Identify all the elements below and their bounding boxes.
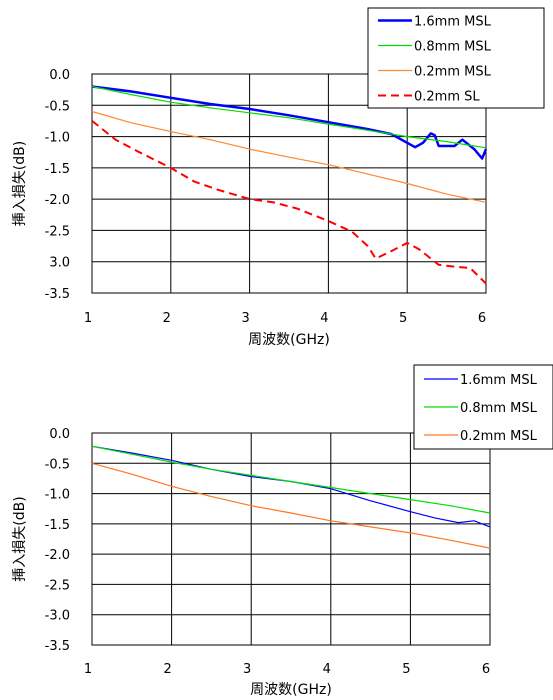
y-axis-label: 挿入損失(dB) xyxy=(12,141,28,226)
y-tick-label: -1.5 xyxy=(45,518,70,533)
y-tick-label: -2.5 xyxy=(45,224,70,239)
y-tick-label: -1.0 xyxy=(45,131,70,146)
legend-box xyxy=(367,7,545,109)
legend-label: 0.2mm SL xyxy=(414,90,480,105)
chart-1: 0.0 -0.5 -1.0 -1.5 -2.0 -2.5 3.0 -3.5 1 2 3 4 5 6 周波数(… xyxy=(12,7,545,348)
plot-border xyxy=(91,73,487,294)
legend-label: 0.8mm MSL xyxy=(460,401,538,416)
x-tick-label: 5 xyxy=(399,311,407,326)
legend-label: 1.6mm MSL xyxy=(460,373,538,388)
legend-label: 1.6mm MSL xyxy=(414,15,492,30)
x-tick-label: 3 xyxy=(243,662,251,677)
x-axis-label: 周波数(GHz) xyxy=(248,332,330,348)
x-tick-label: 4 xyxy=(320,311,328,326)
plot-border xyxy=(91,432,491,646)
y-tick-label: -2.0 xyxy=(45,193,70,208)
y-tick-label: -3.5 xyxy=(45,287,70,302)
y-tick-label: -3.0 xyxy=(45,609,70,624)
x-tick-label: 1 xyxy=(84,662,92,677)
y-tick-label: -3.5 xyxy=(45,639,70,654)
series-line-1 xyxy=(91,445,491,528)
series-line-3 xyxy=(91,110,487,203)
legend-label: 0.2mm MSL xyxy=(460,429,538,444)
x-tick-label: 2 xyxy=(163,311,171,326)
series-line-4 xyxy=(91,120,487,285)
y-tick-label: 3.0 xyxy=(49,256,70,271)
y-axis-label: 挿入損失(dB) xyxy=(12,496,28,581)
y-tick-label: 0.0 xyxy=(49,427,70,442)
series-line-2 xyxy=(91,85,487,149)
y-tick-label: -1.0 xyxy=(45,488,70,503)
y-tick-label: -2.0 xyxy=(45,548,70,563)
y-tick-label: -1.5 xyxy=(45,162,70,177)
y-tick-label: 0.0 xyxy=(49,68,70,83)
legend-label: 0.2mm MSL xyxy=(414,65,492,80)
x-axis-label: 周波数(GHz) xyxy=(250,682,332,698)
x-tick-label: 4 xyxy=(323,662,331,677)
x-tick-label: 6 xyxy=(478,311,486,326)
y-tick-label: -0.5 xyxy=(45,99,70,114)
chart-2: 0.0 -0.5 -1.0 -1.5 -2.0 -2.5 -3.0 -3.5 1 2 3 4 5 6 周波数… xyxy=(12,364,553,698)
series-line-2 xyxy=(91,445,491,514)
plot-area xyxy=(92,74,486,293)
series-line-1 xyxy=(91,85,488,160)
x-tick-label: 6 xyxy=(482,662,490,677)
legend: 1.6mm MSL 0.8mm MSL 0.2mm MSL 0.2mm SL xyxy=(367,7,545,109)
plot-area xyxy=(92,433,490,645)
series-line-3 xyxy=(91,462,491,549)
y-tick-label: -2.5 xyxy=(45,578,70,593)
y-tick-label: -0.5 xyxy=(45,457,70,472)
legend: 1.6mm MSL 0.8mm MSL 0.2mm MSL xyxy=(413,364,553,450)
x-tick-label: 1 xyxy=(84,311,92,326)
x-tick-label: 3 xyxy=(241,311,249,326)
x-tick-label: 5 xyxy=(402,662,410,677)
legend-label: 0.8mm MSL xyxy=(414,40,492,55)
x-tick-label: 2 xyxy=(163,662,171,677)
